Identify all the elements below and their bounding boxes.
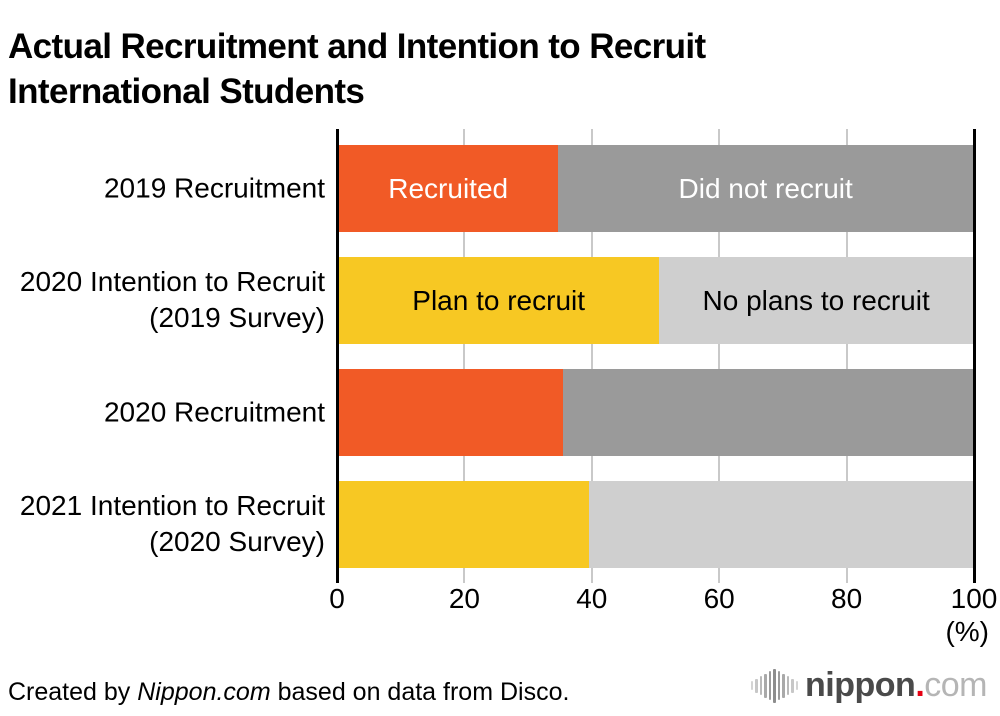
footer-credit: Created by Nippon.com based on data from… (8, 678, 569, 707)
bar-row: Plan to recruit No plans to recruit (338, 257, 973, 344)
tick-label: 40 (576, 583, 608, 614)
nippon-logo: nippon . com (750, 666, 987, 705)
logo-text-main: nippon (805, 666, 916, 704)
row-label: 2020 Recruitment (103, 396, 325, 428)
bar-segment-label: Recruited (388, 172, 509, 204)
axis-line-right (972, 129, 976, 583)
bar-segment (563, 369, 973, 456)
row-label: 2020 Intention to Recruit (2019 Survey) (19, 265, 325, 334)
bar-segment (338, 481, 589, 568)
credit-source: Nippon.com (137, 678, 271, 706)
credit-suffix: based on data from Disco. (270, 678, 570, 706)
tick-label: 100 (950, 583, 998, 614)
bar-row (338, 369, 973, 456)
logo-wordmark: nippon . com (805, 666, 987, 705)
logo-dot-icon: . (915, 666, 925, 704)
credit-prefix: Created by (8, 678, 138, 706)
row-label: 2019 Recruitment (103, 172, 325, 204)
plot-area: Recruited Did not recruit Plan to recruit N… (335, 129, 976, 583)
axis-line-left (335, 129, 339, 583)
tick-label: 80 (831, 583, 863, 614)
soundwave-icon (750, 667, 799, 705)
logo-text-tld: com (924, 666, 987, 704)
bar-segment (338, 369, 564, 456)
gridline (463, 129, 466, 583)
bar-segment: Recruited (338, 145, 559, 232)
gridline (845, 129, 848, 583)
tick-label: 60 (703, 583, 735, 614)
bar-row (338, 481, 973, 568)
bar-segment (588, 481, 973, 568)
percent-unit-label: (%) (945, 616, 989, 647)
bar-segment-label: No plans to recruit (702, 284, 930, 316)
bar-segment-label: Did not recruit (678, 172, 853, 204)
tick-label: 0 (329, 583, 345, 614)
bar-segment: Plan to recruit (338, 257, 660, 344)
bar-row: Recruited Did not recruit (338, 145, 973, 232)
bar-segment-label: Plan to recruit (412, 284, 586, 316)
chart-title: Actual Recruitment and Intention to Recr… (8, 27, 706, 111)
bar-segment: Did not recruit (558, 145, 973, 232)
tick-label: 20 (448, 583, 480, 614)
gridline (718, 129, 721, 583)
row-label: 2021 Intention to Recruit (2020 Survey) (19, 489, 325, 558)
bar-segment: No plans to recruit (659, 257, 973, 344)
gridline (590, 129, 593, 583)
